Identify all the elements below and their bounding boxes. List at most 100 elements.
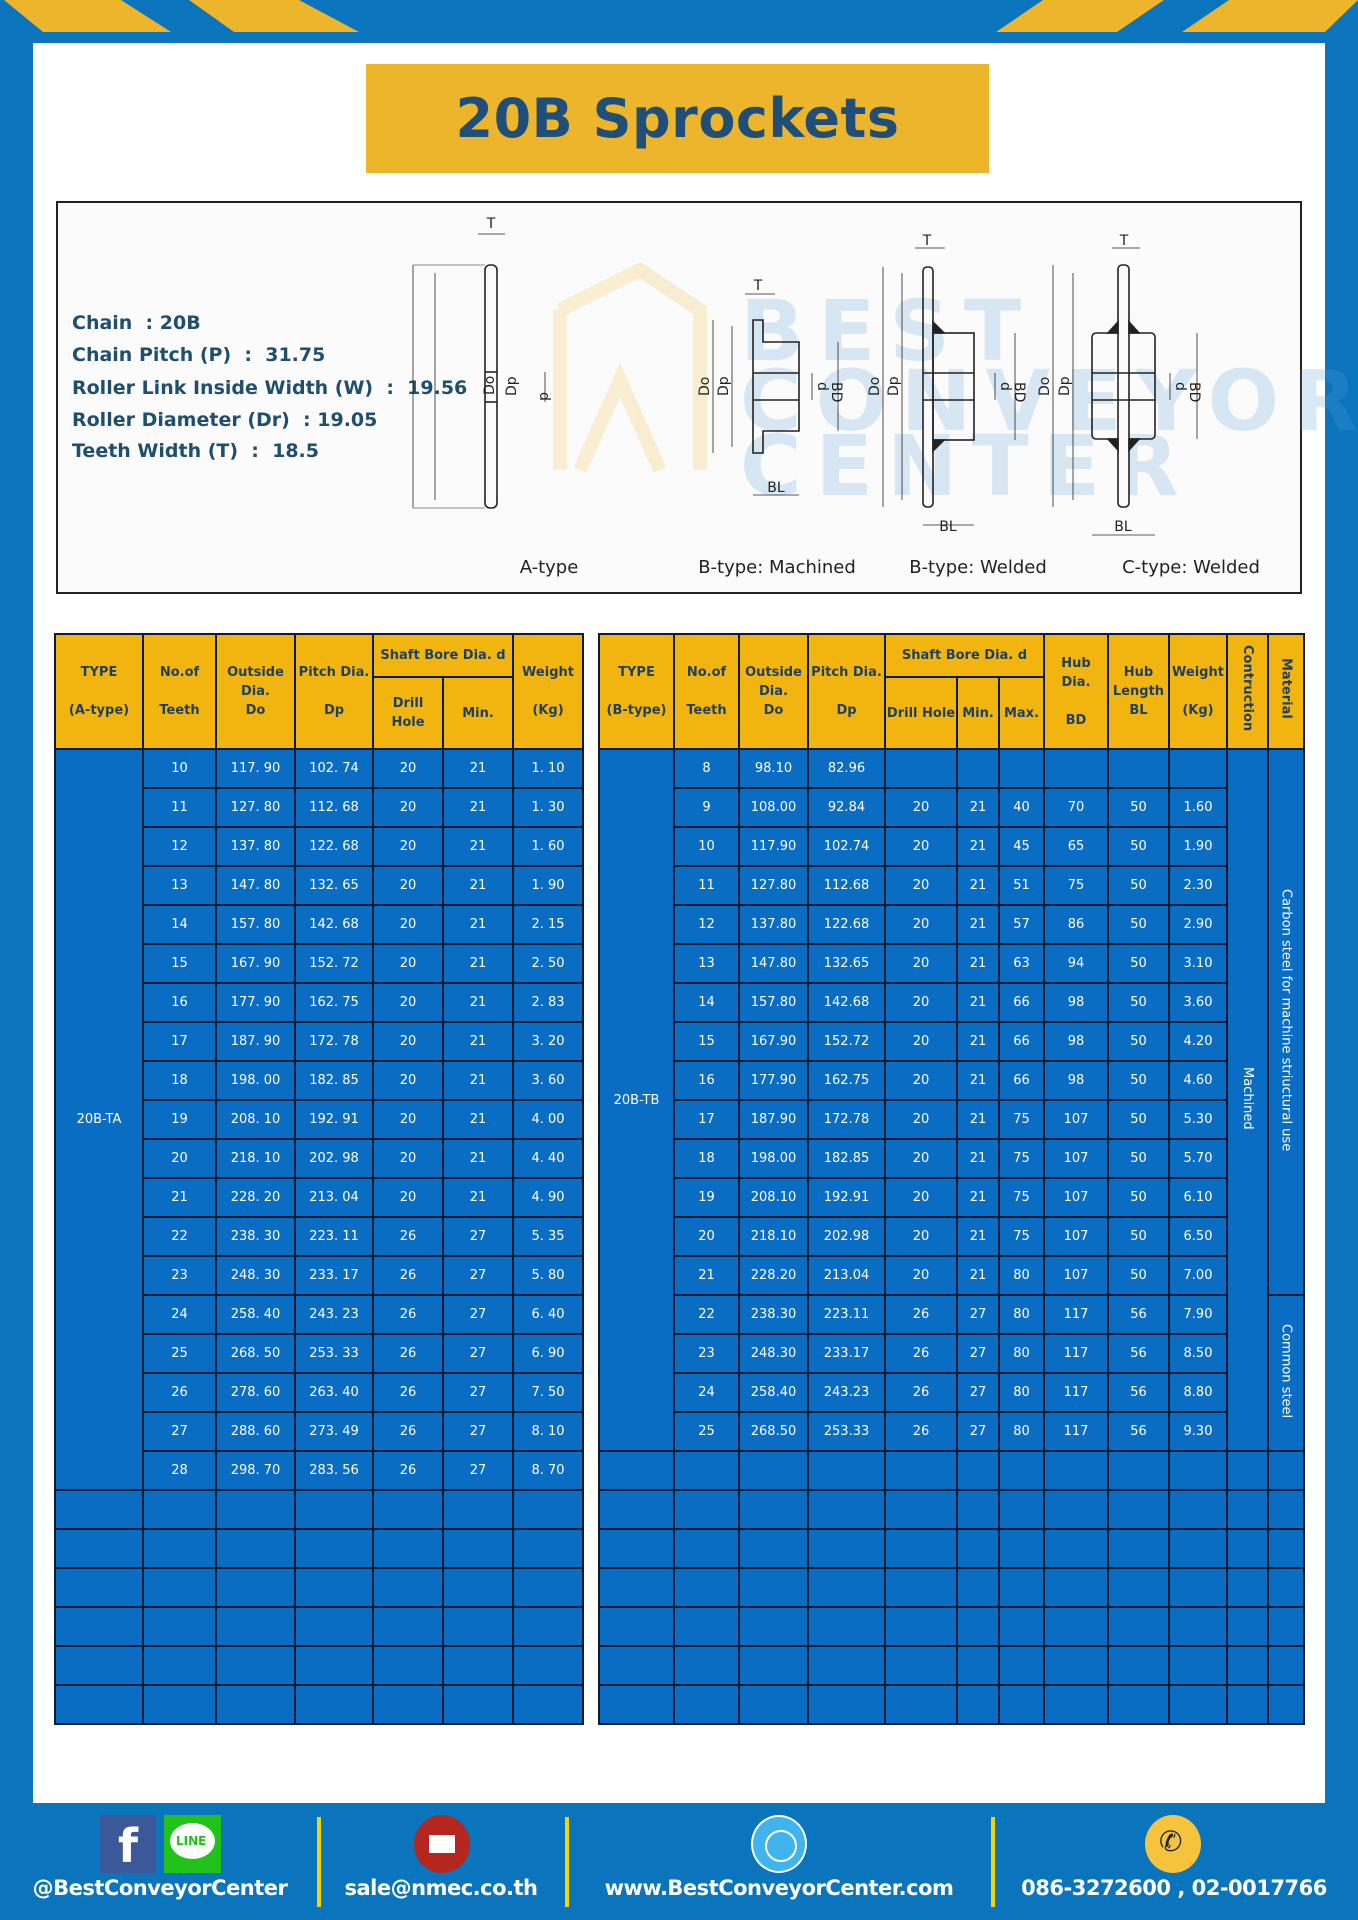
teeth-cell: 24: [673, 1372, 740, 1413]
social-handle-link[interactable]: @BestConveyorCenter: [32, 1876, 288, 1900]
teeth-cell: 10: [673, 826, 740, 867]
facebook-icon[interactable]: f: [100, 1815, 156, 1873]
stripe: [996, 0, 1164, 32]
empty-cell: [1267, 1450, 1305, 1491]
max-bore-cell: 75: [998, 1177, 1045, 1218]
empty-cell: [598, 1567, 675, 1608]
table-row: 25 268.50 253.33 26 27 80 117 56 9.30: [599, 1411, 1304, 1452]
hub-length-cell: 56: [1107, 1294, 1170, 1335]
weight-cell: 1. 30: [512, 787, 585, 828]
teeth-cell: 13: [673, 943, 740, 984]
min-bore-cell: 21: [956, 1060, 1000, 1101]
hub-length-cell: 56: [1107, 1333, 1170, 1374]
teeth-cell: 25: [142, 1333, 217, 1374]
hub-length-cell: 50: [1107, 1138, 1170, 1179]
pitch-dia-cell: 122. 68: [294, 826, 374, 867]
empty-cell: [1168, 1450, 1228, 1491]
pitch-dia-cell: 202. 98: [294, 1138, 374, 1179]
email-link[interactable]: sale@nmec.co.th: [344, 1876, 538, 1900]
min-bore-cell: 21: [441, 1060, 515, 1101]
empty-cell: [294, 1645, 374, 1686]
empty-cell: [956, 1645, 1000, 1686]
globe-icon[interactable]: [751, 1815, 807, 1873]
outside-dia-cell: 218. 10: [215, 1138, 296, 1179]
table-row: 10 117.90 102.74 20 21 45 65 50 1.90: [599, 826, 1304, 867]
empty-cell: [1168, 1645, 1228, 1686]
hub-dia-cell: 107: [1043, 1216, 1109, 1257]
empty-cell: [673, 1528, 740, 1569]
pitch-dia-cell: 152. 72: [294, 943, 374, 984]
header-weight: Weight (Kg): [1168, 633, 1228, 750]
max-bore-cell: 80: [998, 1255, 1045, 1296]
teeth-cell: 13: [142, 865, 217, 906]
empty-cell: [1226, 1606, 1269, 1647]
drill-hole-cell: 26: [884, 1372, 958, 1413]
empty-cell: [142, 1489, 217, 1530]
teeth-cell: 28: [142, 1450, 217, 1491]
hub-dia-cell: 107: [1043, 1177, 1109, 1218]
drill-hole-cell: 20: [884, 1177, 958, 1218]
empty-cell: [1168, 1606, 1228, 1647]
drill-hole-cell: 20: [372, 826, 444, 867]
max-bore-cell: [998, 748, 1045, 789]
empty-cell: [673, 1645, 740, 1686]
email-icon[interactable]: [414, 1815, 470, 1873]
website-link[interactable]: www.BestConveyorCenter.com: [604, 1876, 954, 1900]
line-icon[interactable]: LINE: [164, 1815, 221, 1873]
hub-length-cell: 56: [1107, 1372, 1170, 1413]
empty-cell: [738, 1528, 809, 1569]
empty-cell: [1226, 1567, 1269, 1608]
hub-dia-cell: 117: [1043, 1372, 1109, 1413]
hub-length-cell: 50: [1107, 826, 1170, 867]
empty-cell: [54, 1528, 144, 1569]
min-bore-cell: 27: [441, 1255, 515, 1296]
empty-cell: [372, 1606, 444, 1647]
phone-icon[interactable]: ✆: [1145, 1815, 1201, 1873]
table-row: 18 198. 00 182. 85 20 21 3. 60: [55, 1060, 585, 1101]
empty-cell: [1267, 1684, 1305, 1725]
header-max: Max.: [998, 676, 1045, 750]
table-row: [54, 1684, 585, 1725]
teeth-cell: 25: [673, 1411, 740, 1452]
weight-cell: 5.70: [1168, 1138, 1228, 1179]
outside-dia-cell: 228.20: [738, 1255, 809, 1296]
header-teeth: No.of Teeth: [142, 633, 217, 750]
table-row: 24 258. 40 243. 23 26 27 6. 40: [55, 1294, 585, 1335]
empty-cell: [956, 1606, 1000, 1647]
header-drill-hole: Drill Hole: [884, 676, 958, 750]
empty-cell: [998, 1567, 1045, 1608]
empty-cell: [807, 1528, 886, 1569]
weight-cell: 8.50: [1168, 1333, 1228, 1374]
max-bore-cell: 75: [998, 1099, 1045, 1140]
outside-dia-cell: 258. 40: [215, 1294, 296, 1335]
outside-dia-cell: 157.80: [738, 982, 809, 1023]
empty-cell: [512, 1645, 585, 1686]
max-bore-cell: 80: [998, 1333, 1045, 1374]
header-shaft-bore: Shaft Bore Dia. d: [371, 633, 515, 678]
teeth-cell: 24: [142, 1294, 217, 1335]
phone-numbers[interactable]: 086-3272600 , 02-0017766: [1021, 1876, 1327, 1900]
weight-cell: 3.10: [1168, 943, 1228, 984]
spec-teeth-width: Teeth Width (T) : 18.5: [72, 440, 319, 462]
min-bore-cell: 21: [441, 1021, 515, 1062]
empty-cell: [512, 1606, 585, 1647]
empty-cell: [142, 1567, 217, 1608]
min-bore-cell: 27: [441, 1411, 515, 1452]
drill-hole-cell: 20: [884, 787, 958, 828]
pitch-dia-cell: 233.17: [807, 1333, 886, 1374]
drill-hole-cell: 26: [884, 1411, 958, 1452]
pitch-dia-cell: 233. 17: [294, 1255, 374, 1296]
table-row: [598, 1606, 1305, 1647]
min-bore-cell: 27: [441, 1450, 515, 1491]
min-bore-cell: 27: [441, 1216, 515, 1257]
empty-cell: [54, 1567, 144, 1608]
weight-cell: 2. 15: [512, 904, 585, 945]
header-outside-dia: Outside Dia. Do: [738, 633, 809, 750]
hub-dia-cell: 98: [1043, 1060, 1109, 1101]
hub-dia-cell: 70: [1043, 787, 1109, 828]
max-bore-cell: 63: [998, 943, 1045, 984]
teeth-cell: 12: [142, 826, 217, 867]
outside-dia-cell: 117. 90: [215, 748, 296, 789]
drill-hole-cell: 26: [372, 1294, 444, 1335]
drill-hole-cell: 20: [372, 1021, 444, 1062]
